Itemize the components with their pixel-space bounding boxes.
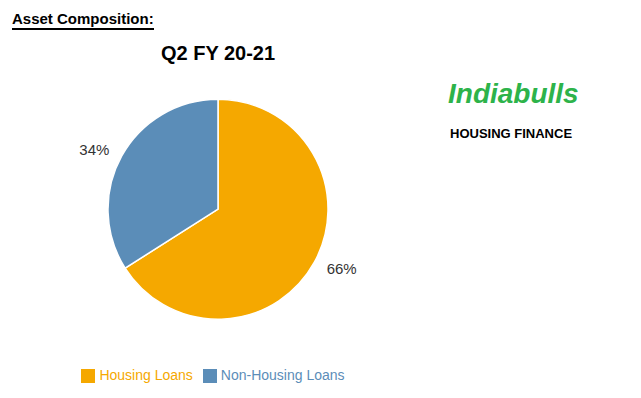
html-text:Housing Loans: Housing Loans — [99, 366, 193, 383]
html-text:HOUSING FINANCE: HOUSING FINANCE — [450, 126, 573, 141]
svg-text:34%: 34% — [79, 141, 109, 158]
html-text:Non-Housing Loans: Non-Housing Loans — [220, 366, 345, 383]
svg-text:66%: 66% — [327, 260, 357, 277]
html-text:Indiabulls: Indiabulls — [448, 78, 579, 109]
html-text:Q2 FY 20-21: Q2 FY 20-21 — [160, 42, 276, 64]
html-text:Asset Composition:: Asset Composition: — [12, 10, 154, 27]
